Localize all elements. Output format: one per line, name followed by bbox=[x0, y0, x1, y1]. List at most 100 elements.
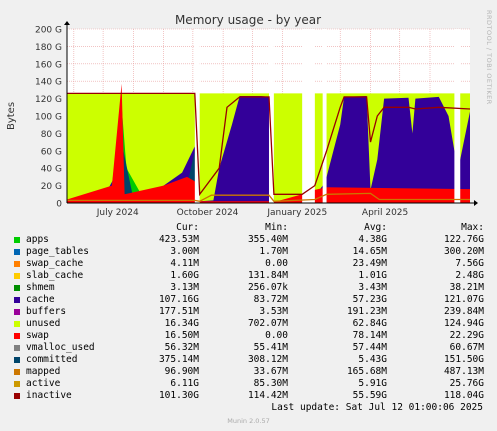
legend-label: cache bbox=[26, 294, 55, 305]
legend-swatch bbox=[14, 345, 20, 351]
legend-swatch bbox=[14, 237, 20, 243]
legend-avg: 23.49M bbox=[352, 258, 387, 269]
legend-swatch bbox=[14, 381, 20, 387]
header-avg: Avg: bbox=[364, 222, 387, 233]
legend-cur: 3.00M bbox=[170, 246, 199, 257]
legend-avg: 78.14M bbox=[352, 330, 387, 341]
legend-avg: 4.38G bbox=[358, 234, 387, 245]
legend-cur: 375.14M bbox=[158, 354, 199, 365]
legend-row-vmalloc-used: vmalloc_used 56.32M 55.41M 57.44M 60.67M bbox=[14, 342, 490, 354]
legend-avg: 14.65M bbox=[352, 246, 387, 257]
legend-label: swap bbox=[26, 330, 49, 341]
legend-cur: 101.30G bbox=[158, 390, 199, 401]
legend-row-cache: cache 107.16G 83.72M 57.23G 121.07G bbox=[14, 294, 490, 306]
legend-row-swap: swap 16.50M 0.00 78.14M 22.29G bbox=[14, 330, 490, 342]
legend-avg: 1.01G bbox=[358, 270, 387, 281]
legend-cur: 16.34G bbox=[164, 318, 199, 329]
y-tick-label: 160 G bbox=[35, 60, 62, 70]
y-tick-label: 40 G bbox=[41, 165, 62, 175]
legend-cur: 4.11M bbox=[170, 258, 199, 269]
legend-label: vmalloc_used bbox=[26, 342, 95, 353]
y-tick-label: 0 bbox=[56, 200, 62, 210]
data-gap bbox=[194, 29, 200, 203]
legend-max: 7.56G bbox=[455, 258, 484, 269]
axes bbox=[64, 21, 478, 206]
legend-min: 83.72M bbox=[253, 294, 288, 305]
legend-cur: 56.32M bbox=[164, 342, 199, 353]
y-tick-label: 100 G bbox=[35, 113, 62, 123]
header-max: Max: bbox=[461, 222, 484, 233]
legend-swatch bbox=[14, 333, 20, 339]
data-gap bbox=[302, 29, 315, 203]
x-tick-label: October 2024 bbox=[177, 208, 239, 218]
legend-label: shmem bbox=[26, 282, 55, 293]
legend-avg: 165.68M bbox=[346, 366, 387, 377]
legend-row-active: active 6.11G 85.30M 5.91G 25.76G bbox=[14, 378, 490, 390]
legend-max: 151.50G bbox=[443, 354, 484, 365]
legend-min: 33.67M bbox=[253, 366, 288, 377]
legend-min: 702.07M bbox=[247, 318, 288, 329]
legend-max: 300.20M bbox=[443, 246, 484, 257]
legend-max: 2.48G bbox=[455, 270, 484, 281]
memory-usage-chart: Memory usage - by year Bytes 0 20 G 40 G 60… bbox=[6, 13, 478, 218]
legend-cur: 107.16G bbox=[158, 294, 199, 305]
legend-swatch bbox=[14, 297, 20, 303]
y-tick-labels: 0 20 G 40 G 60 G 80 G 100 G 120 G 140 G 160 G 180… bbox=[35, 26, 62, 210]
legend-row-slab-cache: slab_cache 1.60G 131.84M 1.01G 2.48G bbox=[14, 270, 490, 282]
legend-avg: 3.43M bbox=[358, 282, 387, 293]
series-line-inactive bbox=[67, 92, 471, 197]
x-tick-label: July 2024 bbox=[96, 208, 139, 218]
y-tick-label: 60 G bbox=[41, 147, 62, 157]
legend-avg: 62.84G bbox=[352, 318, 387, 329]
legend-row-shmem: shmem 3.13M 256.07k 3.43M 38.21M bbox=[14, 282, 490, 294]
legend-avg: 55.59G bbox=[352, 390, 387, 401]
legend-max: 25.76G bbox=[449, 378, 484, 389]
legend-swatch bbox=[14, 309, 20, 315]
legend-max: 121.07G bbox=[443, 294, 484, 305]
legend-max: 118.04G bbox=[443, 390, 484, 401]
legend-swatch bbox=[14, 321, 20, 327]
legend-min: 55.41M bbox=[253, 342, 288, 353]
legend-cur: 6.11G bbox=[170, 378, 199, 389]
legend-swatch bbox=[14, 369, 20, 375]
legend-max: 239.84M bbox=[443, 306, 484, 317]
data-gap bbox=[322, 29, 327, 203]
header-cur: Cur: bbox=[176, 222, 199, 233]
y-axis-label: Bytes bbox=[6, 102, 17, 130]
legend-max: 60.67M bbox=[449, 342, 484, 353]
legend-max: 22.29G bbox=[449, 330, 484, 341]
x-tick-label: January 2025 bbox=[266, 208, 327, 218]
legend-row-mapped: mapped 96.90M 33.67M 165.68M 487.13M bbox=[14, 366, 490, 378]
legend-min: 3.53M bbox=[259, 306, 288, 317]
legend-avg: 5.43G bbox=[358, 354, 387, 365]
header-min: Min: bbox=[265, 222, 288, 233]
series-line-mapped bbox=[67, 192, 470, 202]
legend-min: 308.12M bbox=[247, 354, 288, 365]
legend-min: 256.07k bbox=[247, 282, 288, 293]
legend-cur: 423.53M bbox=[158, 234, 199, 245]
chart-title: Memory usage - by year bbox=[175, 13, 321, 27]
legend-label: apps bbox=[26, 234, 49, 245]
legend-rows: apps 423.53M 355.40M 4.38G 122.76G page_table… bbox=[14, 234, 490, 402]
legend-swatch bbox=[14, 273, 20, 279]
last-update: Last update: Sat Jul 12 01:00:06 2025 bbox=[271, 402, 483, 413]
y-tick-label: 140 G bbox=[35, 78, 62, 88]
series-area-swap bbox=[67, 83, 470, 203]
legend-avg: 57.23G bbox=[352, 294, 387, 305]
legend-max: 38.21M bbox=[449, 282, 484, 293]
legend-swatch bbox=[14, 285, 20, 291]
legend-min: 355.40M bbox=[247, 234, 288, 245]
legend-cur: 177.51M bbox=[158, 306, 199, 317]
legend-cur: 3.13M bbox=[170, 282, 199, 293]
munin-version: Munin 2.0.57 bbox=[227, 417, 270, 425]
y-axis-arrow bbox=[64, 21, 70, 25]
y-tick-label: 180 G bbox=[35, 43, 62, 53]
legend-row-committed: committed 375.14M 308.12M 5.43G 151.50G bbox=[14, 354, 490, 366]
legend-avg: 5.91G bbox=[358, 378, 387, 389]
legend-min: 114.42M bbox=[247, 390, 288, 401]
data-gaps bbox=[194, 29, 461, 203]
rrdtool-credit: RRDTOOL / TOBI OETIKER bbox=[485, 10, 493, 105]
legend-row-inactive: inactive 101.30G 114.42M 55.59G 118.04G bbox=[14, 390, 490, 402]
series-area-cache bbox=[67, 96, 470, 203]
legend-cur: 1.60G bbox=[170, 270, 199, 281]
